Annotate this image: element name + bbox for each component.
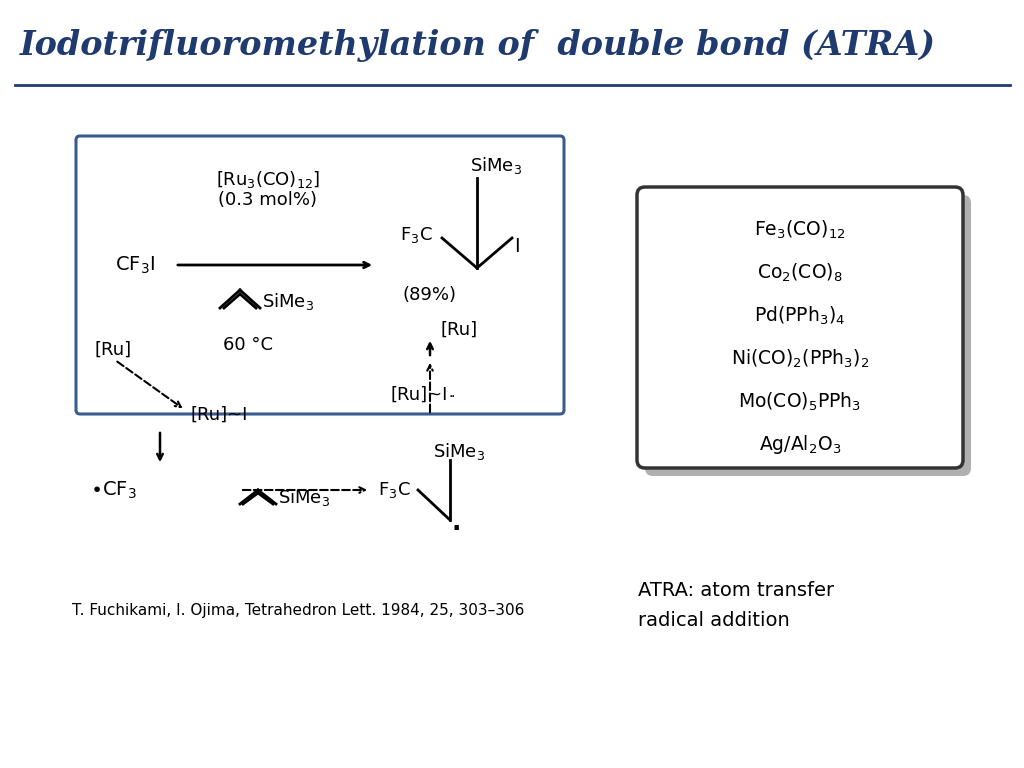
Text: [Ru]~I: [Ru]~I — [190, 406, 248, 424]
Text: (0.3 mol%): (0.3 mol%) — [218, 191, 317, 209]
Text: [Ru]: [Ru] — [440, 321, 477, 339]
Text: SiMe$_3$: SiMe$_3$ — [278, 488, 330, 508]
Text: .: . — [451, 511, 461, 535]
Text: Iodotrifluoromethylation of  double bond (ATRA): Iodotrifluoromethylation of double bond … — [20, 28, 936, 61]
Text: I: I — [514, 237, 519, 256]
Text: SiMe$_3$: SiMe$_3$ — [433, 442, 485, 462]
Text: F$_3$C: F$_3$C — [400, 225, 432, 245]
Text: SiMe$_3$: SiMe$_3$ — [470, 154, 522, 176]
Text: CF$_3$I: CF$_3$I — [115, 254, 155, 276]
Text: (89%): (89%) — [403, 286, 457, 304]
Text: F$_3$C: F$_3$C — [378, 480, 411, 500]
Text: $\bullet$CF$_3$: $\bullet$CF$_3$ — [90, 479, 137, 501]
Text: Ni(CO)$_2$(PPh$_3$)$_2$: Ni(CO)$_2$(PPh$_3$)$_2$ — [731, 348, 869, 370]
Text: [Ru]~I: [Ru]~I — [390, 386, 447, 404]
Text: 60 °C: 60 °C — [223, 336, 273, 354]
FancyBboxPatch shape — [645, 195, 971, 476]
Text: $\cdot\!\!\cdot$: $\cdot\!\!\cdot$ — [449, 388, 456, 402]
Text: Mo(CO)$_5$PPh$_3$: Mo(CO)$_5$PPh$_3$ — [738, 391, 861, 413]
Text: radical addition: radical addition — [638, 611, 790, 630]
Text: SiMe$_3$: SiMe$_3$ — [262, 292, 314, 313]
Text: ATRA: atom transfer: ATRA: atom transfer — [638, 581, 835, 600]
FancyBboxPatch shape — [637, 187, 963, 468]
Text: Co$_2$(CO)$_8$: Co$_2$(CO)$_8$ — [757, 262, 843, 284]
Text: [Ru]: [Ru] — [95, 341, 132, 359]
Text: Ag/Al$_2$O$_3$: Ag/Al$_2$O$_3$ — [759, 433, 841, 456]
Text: Fe$_3$(CO)$_{12}$: Fe$_3$(CO)$_{12}$ — [755, 219, 846, 241]
Text: T. Fuchikami, I. Ojima, Tetrahedron Lett. 1984, 25, 303–306: T. Fuchikami, I. Ojima, Tetrahedron Lett… — [72, 603, 524, 617]
FancyBboxPatch shape — [76, 136, 564, 414]
Text: [Ru$_3$(CO)$_{12}$]: [Ru$_3$(CO)$_{12}$] — [216, 170, 321, 190]
Text: Pd(PPh$_3$)$_4$: Pd(PPh$_3$)$_4$ — [755, 305, 846, 327]
